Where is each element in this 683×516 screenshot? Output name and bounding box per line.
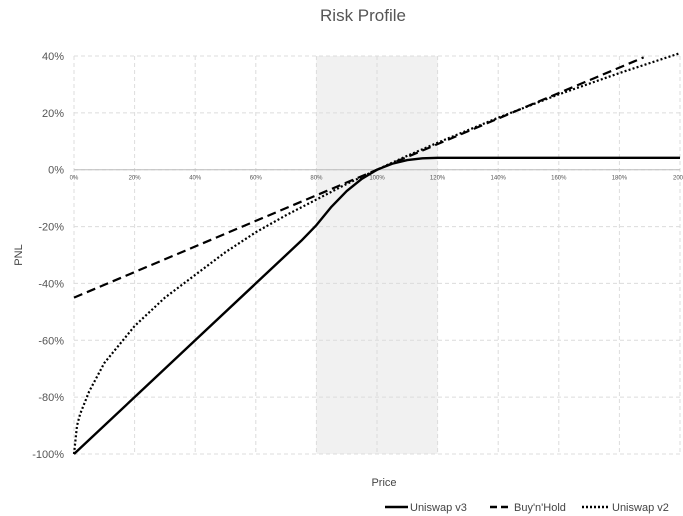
y-tick-label: -40% (38, 278, 64, 290)
gridlines (73, 55, 681, 455)
y-tick-labels: 40% 20% 0% -20% -40% -60% -80% -100% (32, 51, 64, 461)
x-tick-label: 200 (673, 176, 683, 182)
y-tick-label: 0% (48, 165, 64, 177)
x-tick-label: 120% (430, 176, 446, 182)
x-tick-label: 180% (612, 176, 628, 182)
y-tick-label: -60% (38, 335, 64, 347)
legend: Uniswap v3 Buy'n'Hold Uniswap v2 (385, 502, 669, 514)
legend-label-uniswap-v2: Uniswap v2 (612, 502, 669, 514)
x-tick-label: 40% (189, 176, 202, 182)
y-tick-label: -80% (38, 392, 64, 404)
x-tick-label: 160% (551, 176, 567, 182)
y-axis-label: PNL (13, 244, 25, 265)
series-line-uniswap-v2 (72, 52, 681, 455)
series-line-uniswap-v3 (73, 156, 680, 455)
y-tick-label: -100% (32, 449, 64, 461)
series-lines (72, 52, 681, 455)
legend-item-uniswap-v2: Uniswap v2 (582, 502, 669, 514)
legend-item-uniswap-v3: Uniswap v3 (385, 502, 467, 514)
legend-label-uniswap-v3: Uniswap v3 (410, 502, 467, 514)
legend-item-buy-n-hold: Buy'n'Hold (490, 502, 566, 514)
y-tick-label: -20% (38, 222, 64, 234)
x-axis-label: Price (371, 477, 396, 489)
y-tick-label: 40% (42, 51, 64, 63)
x-tick-label: 140% (491, 176, 507, 182)
x-tick-label: 60% (250, 176, 263, 182)
x-tick-label: 0% (70, 176, 79, 182)
x-tick-label: 100% (369, 176, 385, 182)
x-tick-label: 20% (129, 176, 142, 182)
legend-label-buy-n-hold: Buy'n'Hold (514, 502, 566, 514)
x-tick-label: 80% (310, 176, 323, 182)
chart-title: Risk Profile (320, 6, 406, 25)
y-tick-label: 20% (42, 108, 64, 120)
series-line-buy-n-hold (73, 56, 645, 299)
x-tick-labels: 0% 20% 40% 60% 80% 100% 120% 140% 160% 180% 200 (70, 176, 683, 182)
